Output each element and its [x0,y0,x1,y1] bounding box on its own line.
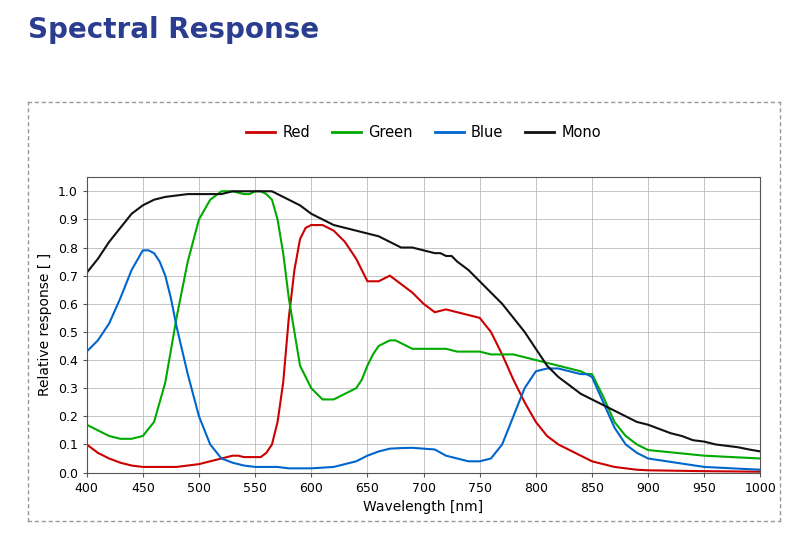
Legend: Red, Green, Blue, Mono: Red, Green, Blue, Mono [240,120,608,146]
Y-axis label: Relative response [ ]: Relative response [ ] [38,253,52,396]
Text: Spectral Response: Spectral Response [28,16,318,44]
X-axis label: Wavelength [nm]: Wavelength [nm] [363,500,484,514]
